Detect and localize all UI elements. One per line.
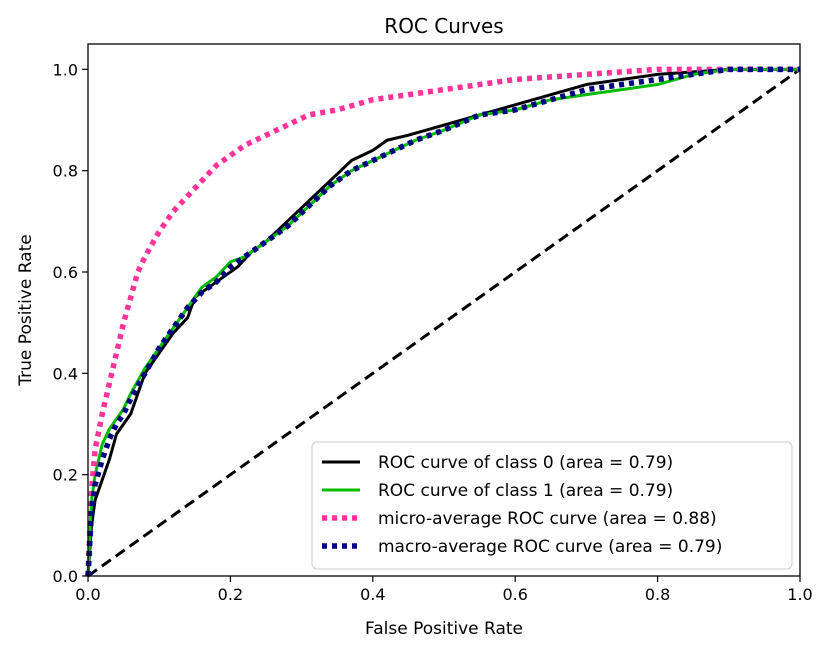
- legend-label: ROC curve of class 1 (area = 0.79): [378, 481, 673, 501]
- legend-label: macro-average ROC curve (area = 0.79): [378, 537, 722, 557]
- macro-average-line: [85, 66, 800, 577]
- x-tick-label: 0.4: [360, 585, 385, 604]
- chart-title: ROC Curves: [384, 14, 503, 38]
- x-tick-label: 0.0: [75, 585, 100, 604]
- legend-frame: [311, 441, 793, 570]
- y-axis-label: True Positive Rate: [16, 234, 36, 386]
- axis-ticks: 0.0 0.2 0.4 0.6 0.8 1.0 0.0 0.2 0.4 0.6 0.8 1.0: [53, 60, 813, 604]
- y-tick-label: 0.4: [53, 364, 78, 383]
- x-tick-label: 0.8: [645, 585, 670, 604]
- y-tick-label: 1.0: [53, 60, 78, 79]
- micro-average-line: [85, 66, 800, 577]
- x-tick-label: 1.0: [787, 585, 812, 604]
- legend-label: ROC curve of class 0 (area = 0.79): [378, 453, 673, 473]
- y-tick-label: 0.2: [53, 466, 78, 485]
- x-tick-label: 0.6: [502, 585, 527, 604]
- y-tick-label: 0.0: [53, 567, 78, 586]
- y-tick-label: 0.6: [53, 263, 78, 282]
- y-tick-label: 0.8: [53, 162, 78, 181]
- chance-diagonal-line: [87, 68, 801, 578]
- legend: ROC curve of class 0 (area = 0.79) ROC cu…: [311, 441, 793, 570]
- legend-items: ROC curve of class 0 (area = 0.79) ROC cu…: [322, 453, 722, 557]
- legend-label: micro-average ROC curve (area = 0.88): [378, 509, 717, 529]
- series-layer: [85, 66, 801, 578]
- x-tick-label: 0.2: [218, 585, 243, 604]
- plot-area-frame: [87, 43, 801, 577]
- x-axis-label: False Positive Rate: [365, 619, 523, 639]
